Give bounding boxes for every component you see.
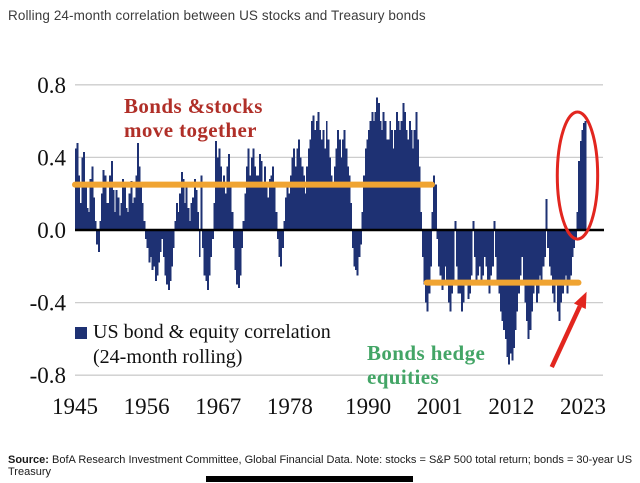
highlight-ellipse — [555, 110, 600, 241]
source-line: Source: BofA Research Investment Committ… — [8, 454, 638, 478]
arrow-head — [573, 291, 587, 309]
arrow-shaft — [549, 305, 582, 368]
bars — [75, 97, 587, 365]
bottom-bar — [206, 476, 413, 482]
y-tick-label: 0.8 — [37, 73, 66, 98]
source-label: Source: — [8, 454, 49, 466]
y-tick-label: -0.4 — [30, 291, 67, 316]
legend-line: US bond & equity correlation — [93, 321, 331, 343]
source-text: BofA Research Investment Committee, Glob… — [8, 454, 633, 478]
y-tick-label: 0.0 — [37, 218, 66, 243]
annotation-line: Bonds hedge — [367, 341, 486, 365]
x-tick-label: 1945 — [52, 394, 98, 419]
legend-text: US bond & equity correlation (24-month r… — [93, 320, 331, 370]
x-tick-label: 1990 — [345, 394, 391, 419]
legend-line: (24-month rolling) — [93, 346, 243, 368]
annotation-line: Bonds &stocks — [124, 94, 263, 118]
x-tick-label: 1978 — [267, 394, 313, 419]
x-tick-label: 1967 — [195, 394, 241, 419]
x-tick-label: 2023 — [560, 394, 606, 419]
x-tick-label: 1956 — [124, 394, 170, 419]
y-tick-label: 0.4 — [37, 145, 66, 170]
legend-swatch — [75, 327, 87, 339]
annotation-line: equities — [367, 365, 440, 389]
x-tick-label: 2001 — [417, 394, 463, 419]
page-title: Rolling 24-month correlation between US … — [8, 8, 426, 23]
annotation-bonds-hedge-equities: Bonds hedge equities — [367, 341, 485, 389]
legend: US bond & equity correlation (24-month r… — [75, 320, 331, 370]
x-tick-label: 2012 — [488, 394, 534, 419]
y-tick-label: -0.8 — [30, 363, 66, 388]
annotation-line: move together — [124, 118, 257, 142]
annotation-bonds-stocks-move-together: Bonds &stocks move together — [124, 94, 263, 142]
